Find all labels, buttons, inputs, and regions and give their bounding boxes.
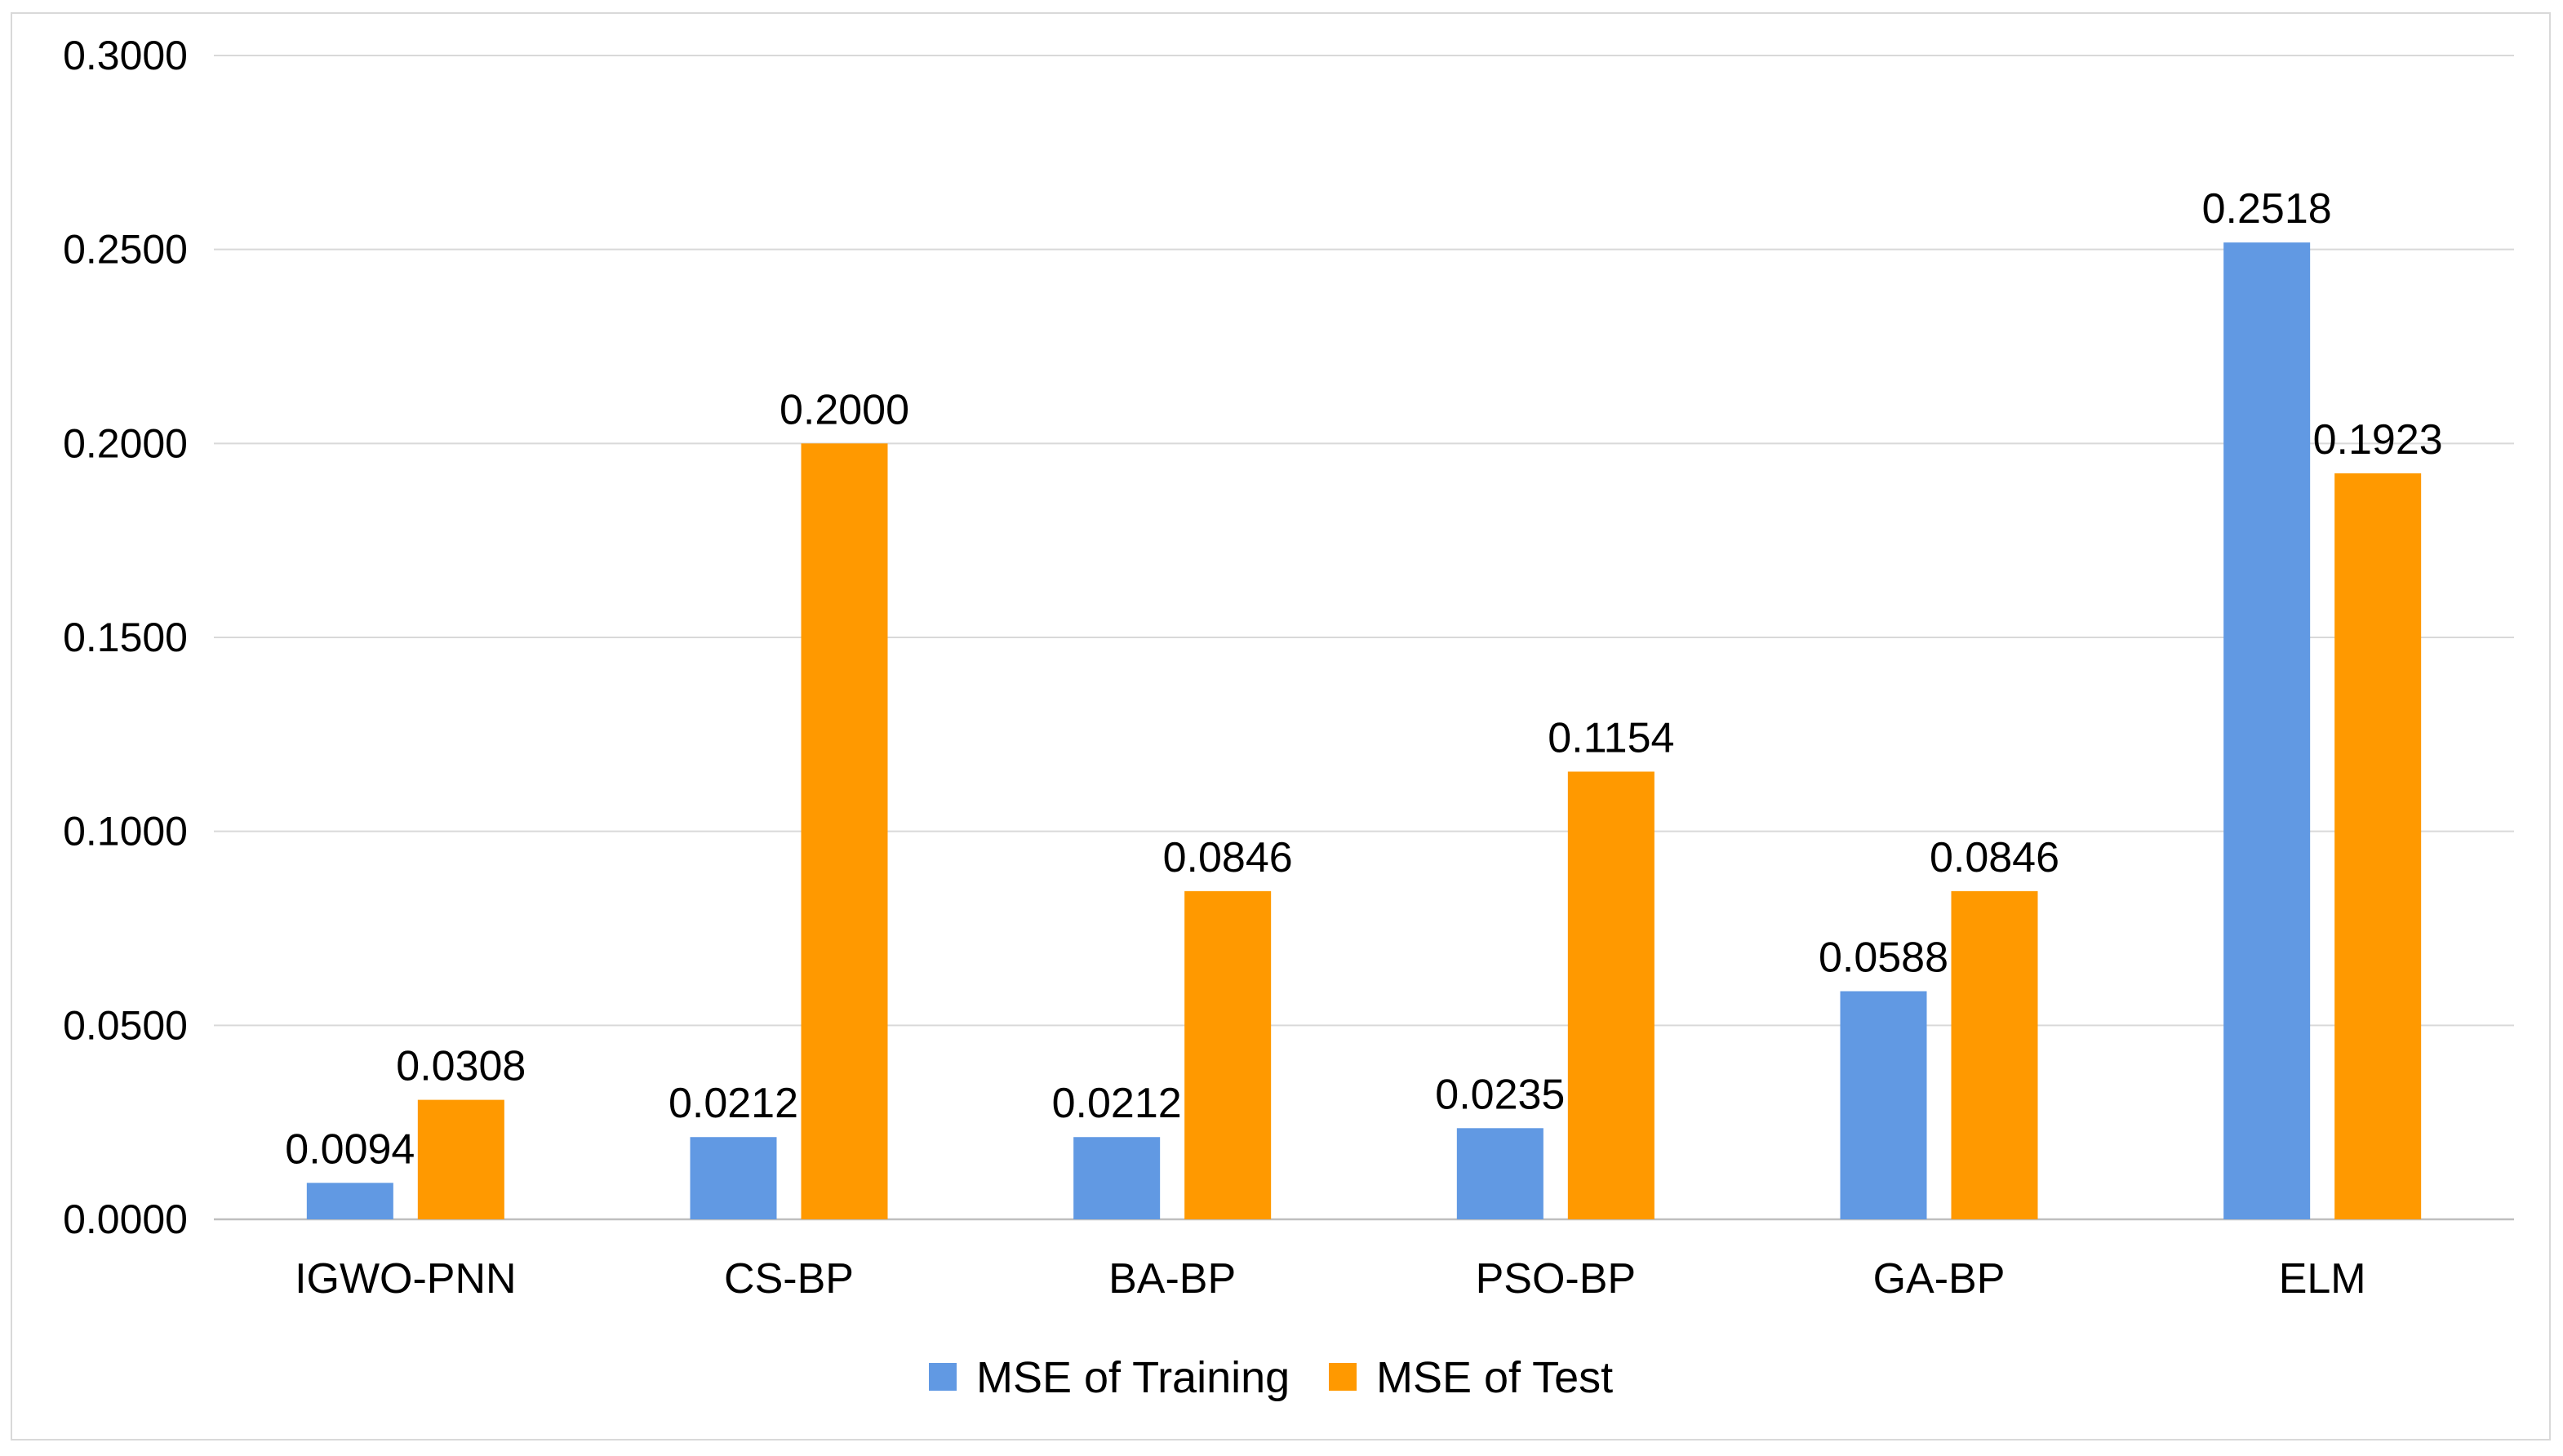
data-label-test: 0.0308 [396, 1043, 526, 1090]
bar-training [306, 1183, 393, 1219]
legend-label-training: MSE of Training [976, 1353, 1290, 1402]
y-tick-label: 0.0000 [63, 1196, 188, 1242]
bar-training [1840, 991, 1927, 1219]
data-label-training: 0.0235 [1435, 1071, 1565, 1118]
x-category-label: IGWO-PNN [295, 1255, 517, 1303]
bar-test [801, 443, 888, 1219]
data-label-training: 0.0588 [1819, 934, 1948, 982]
bar-test [417, 1099, 504, 1219]
x-category-label: CS-BP [724, 1255, 854, 1303]
data-label-training: 0.2518 [2202, 185, 2332, 233]
data-label-training: 0.0212 [1052, 1080, 1182, 1127]
bar-test [1567, 771, 1655, 1219]
data-label-training: 0.0212 [669, 1080, 798, 1127]
bar-test [1184, 890, 1272, 1219]
data-label-test: 0.0846 [1163, 834, 1293, 881]
y-tick-label: 0.1500 [63, 615, 188, 660]
x-category-label: PSO-BP [1476, 1255, 1637, 1303]
legend-swatch-training [929, 1363, 957, 1391]
bars [306, 242, 2422, 1220]
data-label-test: 0.0846 [1930, 834, 2059, 881]
data-label-test: 0.1923 [2313, 416, 2443, 464]
y-tick-label: 0.0500 [63, 1002, 188, 1048]
y-tick-label: 0.1000 [63, 809, 188, 855]
gridlines [214, 55, 2514, 1221]
data-label-test: 0.1154 [1548, 714, 1674, 761]
y-tick-label: 0.3000 [63, 33, 188, 78]
chart-frame [11, 12, 2551, 1440]
legend-label-test: MSE of Test [1376, 1353, 1613, 1402]
x-category-label: BA-BP [1108, 1255, 1236, 1303]
data-label-training: 0.0094 [285, 1125, 415, 1173]
bar-test [2334, 473, 2422, 1219]
bar-training [690, 1137, 777, 1219]
x-category-label: GA-BP [1873, 1255, 2006, 1303]
y-tick-label: 0.2500 [63, 227, 188, 273]
x-category-label: ELM [2279, 1255, 2366, 1303]
legend: MSE of Training MSE of Test [929, 1353, 1613, 1402]
bar-training [1456, 1128, 1544, 1219]
bar-training [1073, 1137, 1161, 1219]
data-label-test: 0.2000 [780, 386, 909, 433]
legend-swatch-test [1329, 1363, 1357, 1391]
bar-training [2223, 242, 2311, 1220]
y-tick-label: 0.2000 [63, 420, 188, 466]
x-axis-categories: IGWO-PNN CS-BP BA-BP PSO-BP GA-BP ELM [295, 1255, 2366, 1303]
data-labels: 0.0094 0.0308 0.0212 0.2000 0.0212 0.0846 0.02… [285, 185, 2442, 1173]
bar-test [1951, 890, 2038, 1219]
y-axis-ticks: 0.0000 0.0500 0.1000 0.1500 0.2000 0.2500 0.30… [63, 33, 188, 1242]
